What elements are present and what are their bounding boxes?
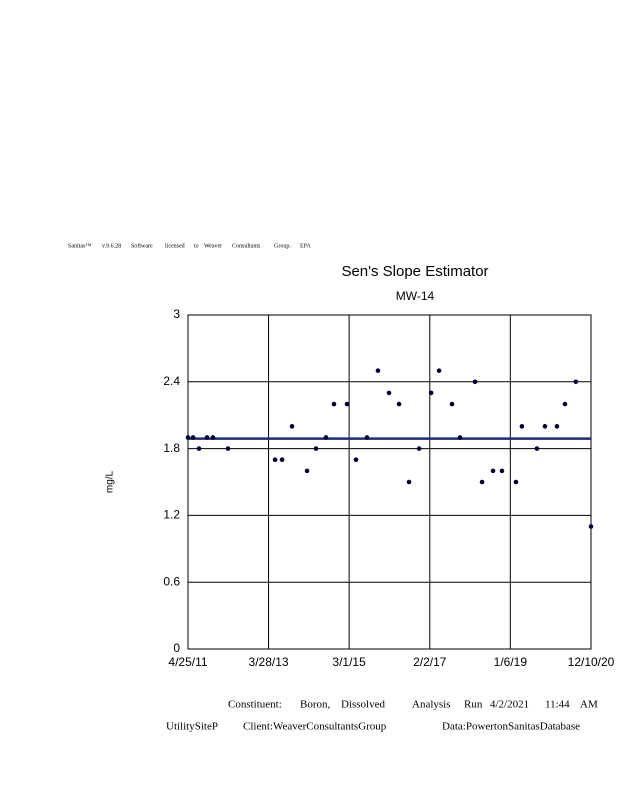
data-point <box>353 457 359 463</box>
footer-text: Constituent: <box>228 699 282 711</box>
header-text: Weaver <box>204 243 222 249</box>
data-point <box>272 457 278 463</box>
data-point <box>364 435 370 440</box>
x-tick-label: 2/2/17 <box>413 655 447 669</box>
footer-text: Run <box>464 699 483 711</box>
data-point <box>331 401 337 407</box>
data-point <box>313 446 319 451</box>
footer-text: Client:WeaverConsultantsGroup <box>243 721 387 733</box>
y-tick-label: 1.8 <box>163 441 180 455</box>
data-point <box>289 424 295 429</box>
data-point <box>210 435 216 440</box>
y-tick-label: 0.6 <box>163 574 180 588</box>
footer-text: 11:44 <box>545 699 570 711</box>
footer-text: UtilitySiteP <box>166 721 218 733</box>
x-tick-label: 4/25/11 <box>168 655 207 669</box>
plot-area <box>187 314 592 650</box>
data-point <box>588 524 594 529</box>
footer-text: Boron, <box>300 699 331 711</box>
data-point <box>406 479 412 485</box>
footer-text: Analysis <box>412 699 451 711</box>
data-point <box>375 368 381 373</box>
x-tick-label: 3/1/15 <box>332 655 366 669</box>
data-point <box>204 435 210 440</box>
data-point <box>428 390 434 396</box>
data-point <box>436 368 442 373</box>
data-point <box>279 457 285 463</box>
x-tick-label: 3/28/13 <box>249 655 289 669</box>
data-point <box>472 379 478 385</box>
footer-text: 4/2/2021 <box>490 699 529 711</box>
header-text: v.9.6.28 <box>102 243 121 249</box>
data-point <box>449 401 455 407</box>
data-point <box>225 446 231 451</box>
data-point <box>457 435 463 440</box>
data-point <box>323 435 329 440</box>
header-text: Sanitas™ <box>68 243 91 249</box>
data-point <box>344 401 350 407</box>
data-point <box>554 424 560 429</box>
data-point <box>396 401 402 407</box>
header-text: Software <box>131 242 153 249</box>
header-text: Consultants <box>232 243 261 249</box>
footer-text: Dissolved <box>341 699 386 711</box>
y-tick-label: 1.2 <box>163 508 180 522</box>
data-point <box>304 468 310 474</box>
data-point <box>499 468 505 474</box>
data-point <box>562 401 568 407</box>
x-tick-label: 1/6/19 <box>494 655 528 669</box>
chart-title: Sen's Slope Estimator <box>341 263 488 280</box>
data-point <box>479 479 485 485</box>
data-point <box>573 379 579 385</box>
data-point <box>490 468 496 474</box>
data-point <box>542 424 548 429</box>
y-tick-label: 2.4 <box>163 374 180 388</box>
data-point <box>196 446 202 451</box>
header-text: to <box>194 243 199 249</box>
x-tick-label: 12/10/20 <box>568 655 615 669</box>
header-text: Group. <box>274 243 291 249</box>
y-tick-label: 3 <box>173 307 180 321</box>
data-point <box>190 435 196 440</box>
y-tick-label: 0 <box>173 641 180 655</box>
data-point <box>513 479 519 485</box>
header-text: licensed <box>165 243 185 249</box>
data-point <box>185 435 191 440</box>
footer-text: AM <box>580 699 598 711</box>
y-axis-label: mg/L <box>105 470 116 493</box>
header-text: EPA <box>300 243 311 249</box>
footer-text: Data:PowertonSanitasDatabase <box>442 721 580 733</box>
data-point <box>386 390 392 396</box>
data-point <box>519 424 525 429</box>
data-point <box>416 446 422 451</box>
chart-subtitle: MW-14 <box>396 289 435 303</box>
data-point <box>534 446 540 451</box>
